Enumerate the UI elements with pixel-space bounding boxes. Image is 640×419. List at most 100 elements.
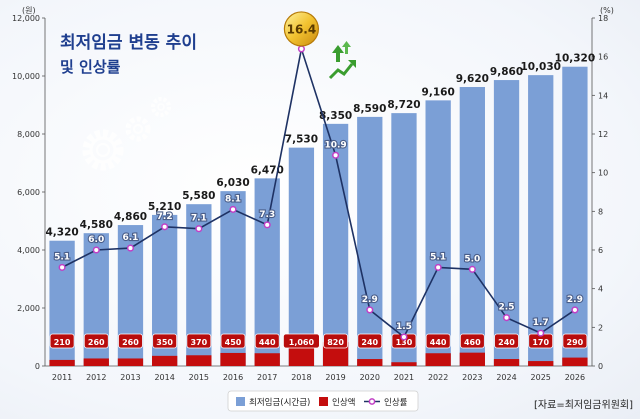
rate-value-label: 8.1 [225, 194, 241, 204]
right-tick-label: 8 [598, 207, 603, 216]
left-tick-label: 12,000 [12, 14, 40, 23]
right-tick-label: 10 [598, 169, 608, 178]
x-tick-label: 2024 [496, 373, 516, 382]
rate-marker [161, 223, 169, 231]
x-tick-label: 2023 [462, 373, 482, 382]
wage-bar [391, 113, 417, 367]
wage-value-label: 4,860 [114, 211, 147, 223]
increase-label-box [323, 333, 348, 349]
rate-marker [366, 306, 374, 314]
right-tick-label: 4 [598, 285, 603, 294]
increase-bar [459, 352, 485, 366]
wage-bar [493, 80, 520, 366]
rate-marker [468, 265, 476, 273]
rate-value-label: 7.2 [157, 212, 173, 222]
chart-subtitle: 및 인상률 [60, 58, 121, 76]
rate-value-label: 10.9 [324, 140, 346, 150]
increase-value-label: 440 [430, 338, 447, 347]
increase-label-box [254, 333, 280, 349]
left-tick-label: 8,000 [17, 130, 40, 139]
wage-value-label: 6,470 [251, 164, 284, 176]
increase-value-label: 170 [532, 338, 549, 347]
rate-marker [297, 45, 305, 53]
rate-value-label: 2.9 [567, 295, 583, 305]
legend-increase-label: 인상액 [332, 397, 355, 408]
right-tick-label: 2 [598, 323, 603, 332]
increase-value-label: 210 [54, 338, 71, 347]
rate-marker [92, 246, 100, 254]
rate-marker [229, 205, 237, 213]
increase-label-box [186, 333, 212, 349]
gear-icon-medium [125, 116, 151, 142]
rate-value-label: 5.0 [464, 254, 480, 264]
left-tick-label: 4,000 [17, 246, 40, 255]
increase-value-label: 820 [327, 338, 344, 347]
wage-value-label: 7,530 [285, 134, 318, 146]
wage-value-label: 6,030 [216, 177, 249, 189]
increase-label-box [220, 333, 246, 349]
x-tick-label: 2021 [394, 373, 414, 382]
x-tick-label: 2013 [120, 373, 140, 382]
rate-value-label: 5.1 [54, 252, 70, 262]
growth-arrows-icon [328, 41, 356, 80]
wage-bar [528, 75, 554, 366]
wage-bar [459, 87, 485, 367]
rate-marker [434, 263, 442, 271]
increase-label-box [152, 333, 178, 349]
increase-value-label: 240 [361, 338, 378, 347]
legend: 최저임금(시간급) 인상액 인상률 [227, 390, 419, 412]
rate-value-label: 2.5 [499, 303, 515, 313]
wage-value-label: 5,580 [182, 190, 215, 202]
rate-line-path [61, 48, 576, 339]
x-tick-label: 2014 [154, 373, 174, 382]
wage-bar [425, 100, 451, 367]
wage-bar [357, 116, 383, 366]
wage-value-label: 4,580 [80, 219, 113, 231]
right-tick-label: 12 [598, 130, 608, 139]
increase-value-label: 260 [88, 338, 105, 347]
wage-value-label: 8,350 [319, 110, 352, 122]
rate-line-series: 5.1 6.0 6.1 7.2 7.1 8.1 7.3 16.4 10.9 2.9 1.5 5.1 5.… [53, 11, 584, 341]
left-axis-unit: (원) [22, 6, 36, 15]
x-tick-label: 2016 [223, 373, 243, 382]
gear-icon-large [82, 129, 124, 171]
left-tick-label: 2,000 [17, 304, 40, 313]
rate-marker [571, 306, 579, 314]
gear-icon-small [151, 97, 171, 117]
right-axis-ticks: 0 2 4 6 8 10 12 14 16 18 [592, 14, 608, 371]
increase-value-label: 440 [259, 338, 276, 347]
wage-value-label: 5,210 [148, 201, 181, 213]
increase-label-box [118, 333, 143, 349]
increase-value-label: 1,060 [289, 338, 315, 347]
increase-bar [391, 362, 417, 366]
left-axis-ticks: 0 2,000 4,000 6,000 8,000 10,000 12,000 [12, 14, 45, 371]
wage-value-label: 8,590 [353, 103, 386, 115]
rate-value-label: 1.5 [396, 322, 412, 332]
increase-bar [493, 359, 520, 366]
x-tick-label: 2011 [52, 373, 72, 382]
rate-marker [263, 221, 271, 229]
rate-value-label: 7.3 [259, 210, 275, 220]
increase-bar [254, 353, 280, 366]
right-tick-label: 14 [598, 91, 608, 100]
wage-bar [288, 147, 315, 366]
chart-title: 최저임금 변동 추이 [60, 32, 197, 53]
x-tick-label: 2022 [428, 373, 448, 382]
increase-label-box [494, 333, 519, 349]
wage-value-label: 4,320 [45, 227, 78, 239]
x-tick-label: 2012 [86, 373, 106, 382]
rate-value-label: 2.9 [362, 295, 378, 305]
increase-bar-series: 210 260 260 350 370 450 440 1,060 820 240 130 440 46… [49, 333, 588, 366]
increase-label-box [49, 333, 75, 349]
increase-bar [117, 358, 144, 366]
rate-value-label: 1.7 [533, 318, 549, 328]
increase-bar [186, 355, 212, 366]
increase-label-box [83, 333, 109, 349]
increase-value-label: 240 [498, 338, 515, 347]
source-note: [자료=최저임금위원회] [534, 398, 633, 411]
rate-marker [537, 329, 545, 337]
wage-bar [562, 66, 588, 366]
right-tick-label: 18 [598, 14, 608, 23]
